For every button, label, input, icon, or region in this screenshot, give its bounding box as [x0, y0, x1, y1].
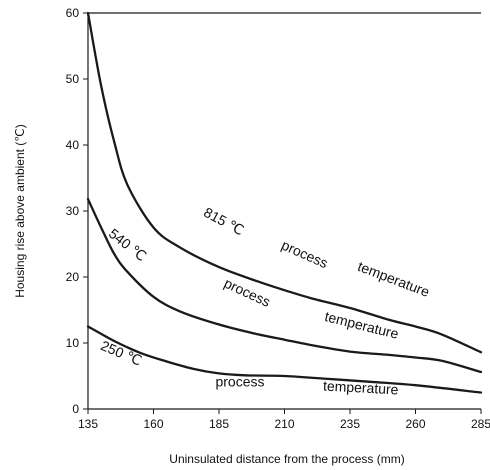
curve-label-temperature: temperature	[323, 378, 399, 398]
curve-annotations: 815 ℃ process temperature 540 ℃ process tempe…	[98, 204, 432, 398]
x-tick-label: 185	[209, 417, 229, 431]
curve-label-process: process	[222, 275, 273, 310]
y-axis-title: Housing rise above ambient (℃)	[13, 124, 27, 298]
x-axis-title: Uninsulated distance from the process (m…	[169, 452, 404, 466]
y-tick-label: 50	[66, 72, 80, 86]
x-tick-label: 210	[274, 417, 294, 431]
curve-label-temperature: temperature	[323, 308, 400, 342]
series-lines	[86, 11, 483, 394]
x-tick-label: 160	[143, 417, 163, 431]
curve-label-process: process	[215, 374, 264, 390]
curve-label-temp: 540 ℃	[106, 225, 150, 264]
y-tick-label: 60	[66, 6, 80, 20]
curve-label-temperature: temperature	[356, 258, 432, 300]
ticks: 135 160 185 210 235 260 285 0 10 20 30 40 50 60	[66, 6, 490, 431]
curve-label-temp: 250 ℃	[98, 337, 144, 369]
y-tick-label: 10	[66, 336, 80, 350]
x-tick-label: 235	[340, 417, 360, 431]
axes	[87, 12, 481, 410]
y-tick-label: 30	[66, 204, 80, 218]
x-tick-label: 135	[78, 417, 98, 431]
y-tick-label: 40	[66, 138, 80, 152]
series-line-815	[86, 11, 483, 354]
x-tick-label: 285	[471, 417, 490, 431]
y-tick-label: 20	[66, 270, 80, 284]
series-line-540	[86, 197, 483, 374]
series-line-250	[86, 325, 483, 394]
curve-label-temp: 815 ℃	[201, 204, 246, 238]
x-tick-label: 260	[405, 417, 425, 431]
curve-label-process: process	[279, 237, 330, 272]
y-tick-label: 0	[72, 402, 79, 416]
